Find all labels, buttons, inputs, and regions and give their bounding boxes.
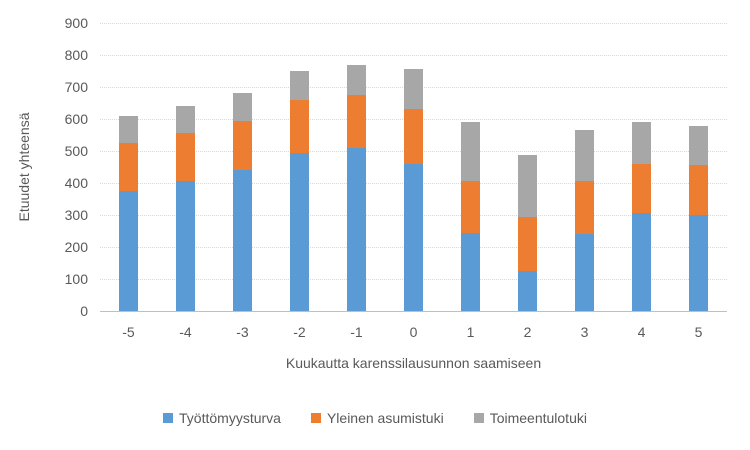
bar-segment-5-series-2 — [689, 126, 708, 166]
y-tick-label: 400 — [64, 175, 88, 191]
bar-segment-5-series-1 — [689, 165, 708, 215]
bar-segment-3-series-0 — [575, 234, 594, 311]
y-axis-tick-labels: 0 100 200 300 400 500 600 700 800 900 — [0, 15, 88, 319]
bar-segment-0-series-0 — [404, 163, 423, 311]
bar-segment--5-series-0 — [119, 191, 138, 311]
y-tick-label: 0 — [80, 303, 88, 319]
x-tick-label: 4 — [637, 324, 646, 340]
bar-group-5 — [689, 126, 708, 311]
x-tick-label: -3 — [236, 324, 249, 340]
x-tick-label: 3 — [580, 324, 589, 340]
bar-group-1 — [461, 122, 480, 311]
gridline-y-800 — [100, 55, 727, 56]
bar-segment--2-series-0 — [290, 152, 309, 311]
bar-segment-3-series-1 — [575, 181, 594, 235]
bar-segment--2-series-1 — [290, 99, 309, 153]
bar-segment-2-series-1 — [518, 216, 537, 271]
plot-area — [100, 23, 727, 312]
bar-segment-5-series-0 — [689, 215, 708, 311]
bar-group-4 — [632, 122, 651, 311]
x-tick-label: 5 — [694, 324, 703, 340]
bar-segment--1-series-0 — [347, 147, 366, 311]
legend-label: Yleinen asumistuki — [326, 410, 444, 426]
legend-item-0: Työttömyysturva — [163, 410, 281, 426]
bar-group-3 — [575, 129, 594, 311]
bar-group--1 — [347, 64, 366, 311]
bar-segment--3-series-0 — [233, 170, 252, 311]
bar-segment-4-series-2 — [632, 122, 651, 164]
bar-group--4 — [176, 106, 195, 311]
bar-group--5 — [119, 115, 138, 311]
bar-segment--5-series-1 — [119, 143, 138, 191]
bar-segment--1-series-1 — [347, 95, 366, 148]
y-tick-label: 500 — [64, 143, 88, 159]
legend-label: Toimeentulotuki — [489, 410, 587, 426]
bar-group-0 — [404, 69, 423, 311]
legend-item-2: Toimeentulotuki — [473, 410, 587, 426]
bar-segment-0-series-2 — [404, 69, 423, 110]
x-tick-label: -2 — [293, 324, 306, 340]
y-tick-label: 900 — [64, 15, 88, 31]
bar-group--2 — [290, 71, 309, 311]
y-tick-label: 600 — [64, 111, 88, 127]
y-tick-label: 200 — [64, 239, 88, 255]
bar-segment--2-series-2 — [290, 71, 309, 100]
legend-marker-icon — [473, 413, 484, 423]
legend: Työttömyysturva Yleinen asumistuki Toimeen… — [0, 410, 750, 426]
bar-segment--5-series-2 — [119, 115, 138, 143]
x-tick-label: 2 — [523, 324, 532, 340]
bar-segment--3-series-2 — [233, 93, 252, 121]
legend-marker-icon — [163, 413, 174, 423]
x-tick-label: -4 — [179, 324, 192, 340]
x-tick-label: -5 — [122, 324, 135, 340]
legend-marker-icon — [310, 413, 321, 423]
bar-segment-4-series-1 — [632, 163, 651, 214]
legend-item-1: Yleinen asumistuki — [310, 410, 444, 426]
bar-group--3 — [233, 93, 252, 311]
bar-segment-2-series-2 — [518, 154, 537, 217]
bar-segment-0-series-1 — [404, 109, 423, 164]
y-tick-label: 700 — [64, 79, 88, 95]
bar-segment--1-series-2 — [347, 64, 366, 96]
bar-segment--4-series-0 — [176, 181, 195, 311]
bar-segment-3-series-2 — [575, 129, 594, 182]
bar-segment--4-series-2 — [176, 106, 195, 134]
x-axis-tick-labels: -5 -4 -3 -2 -1 0 1 2 3 4 5 — [100, 323, 727, 341]
legend-label: Työttömyysturva — [179, 410, 281, 426]
bar-segment--3-series-1 — [233, 120, 252, 171]
bar-segment-1-series-0 — [461, 232, 480, 311]
x-tick-label: 1 — [466, 324, 475, 340]
bar-segment-4-series-0 — [632, 213, 651, 311]
bar-segment-1-series-1 — [461, 181, 480, 233]
x-axis-title: Kuukautta karenssilausunnon saamiseen — [285, 355, 542, 371]
y-tick-label: 800 — [64, 47, 88, 63]
bar-group-2 — [518, 154, 537, 311]
x-tick-label: 0 — [409, 324, 418, 340]
bar-segment-1-series-2 — [461, 122, 480, 182]
x-tick-label: -1 — [350, 324, 363, 340]
y-tick-label: 300 — [64, 207, 88, 223]
gridline-y-900 — [100, 23, 727, 24]
y-tick-label: 100 — [64, 271, 88, 287]
bar-segment--4-series-1 — [176, 133, 195, 182]
bar-segment-2-series-0 — [518, 271, 537, 311]
